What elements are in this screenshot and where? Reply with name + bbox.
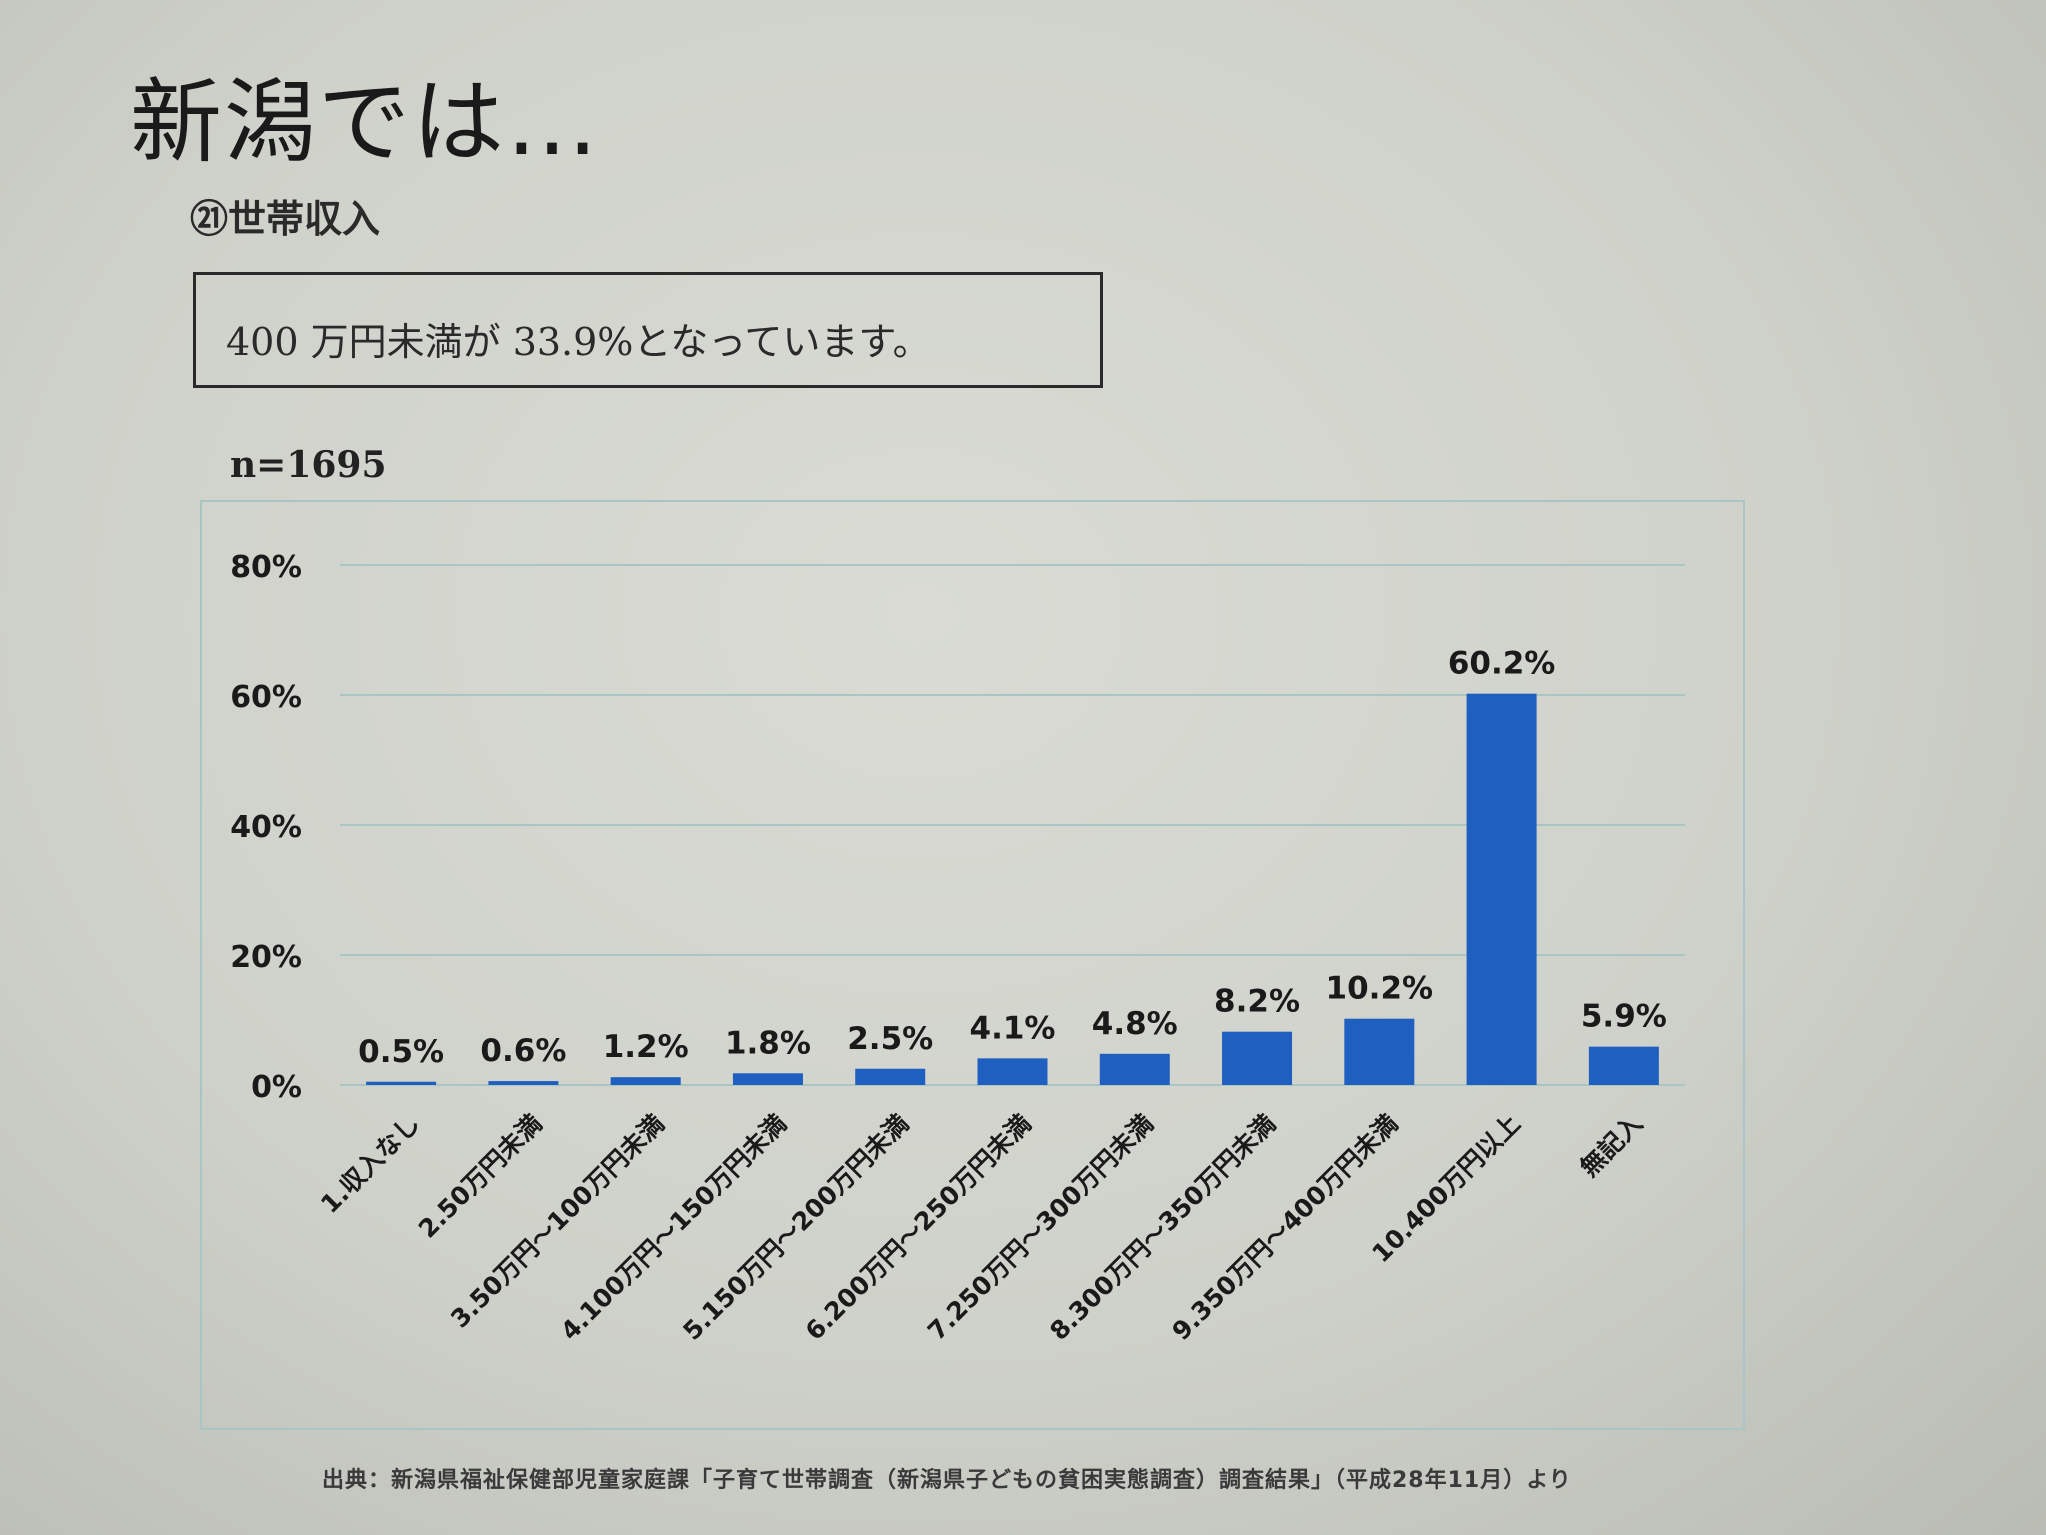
y-tick-label: 80% xyxy=(230,550,302,585)
bar xyxy=(732,1073,803,1085)
category-label: 6.200万円～250万円未満 xyxy=(800,1109,1037,1346)
data-label: 0.6% xyxy=(480,1033,566,1069)
bar xyxy=(1588,1046,1659,1085)
y-tick-label: 60% xyxy=(230,680,302,715)
y-tick-label: 0% xyxy=(251,1070,302,1105)
source-note: 出典：新潟県福祉保健部児童家庭課「子育て世帯調査（新潟県子どもの貧困実態調査）調… xyxy=(322,1468,1572,1493)
data-label: 1.2% xyxy=(603,1029,689,1065)
data-label: 60.2% xyxy=(1448,646,1556,682)
data-label: 10.2% xyxy=(1326,971,1434,1007)
data-label: 4.8% xyxy=(1092,1006,1178,1042)
category-label: 無記入 xyxy=(1575,1109,1649,1183)
bar xyxy=(610,1077,681,1085)
bar xyxy=(1222,1031,1293,1085)
category-label: 8.300万円～350万円未満 xyxy=(1044,1109,1281,1346)
data-label: 1.8% xyxy=(725,1025,811,1061)
data-label: 8.2% xyxy=(1214,984,1300,1020)
bar xyxy=(366,1081,437,1085)
category-label: 4.100万円～150万円未満 xyxy=(555,1109,792,1346)
summary-text: 400 万円未満が 33.9%となっています。 xyxy=(226,320,931,364)
summary-box: 400 万円未満が 33.9%となっています。 xyxy=(193,272,1103,388)
data-label: 4.1% xyxy=(970,1010,1056,1046)
sample-size-label: n=1695 xyxy=(230,444,387,486)
bar xyxy=(977,1058,1048,1085)
data-label: 0.5% xyxy=(358,1034,444,1070)
data-label: 2.5% xyxy=(847,1021,933,1057)
y-tick-label: 40% xyxy=(230,810,302,845)
category-label: 5.150万円～200万円未満 xyxy=(677,1109,914,1346)
bar xyxy=(855,1068,926,1085)
bar xyxy=(1099,1053,1170,1085)
bar xyxy=(1344,1018,1415,1085)
category-label: 3.50万円～100万円未満 xyxy=(445,1109,670,1334)
section-label: ㉑世帯収入 xyxy=(190,197,381,241)
chart-frame xyxy=(200,500,1745,1430)
category-label: 7.250万円～300万円未満 xyxy=(922,1109,1159,1346)
bar xyxy=(488,1081,559,1085)
category-label: 1.収入なし xyxy=(315,1109,425,1219)
category-label: 9.350万円～400万円未満 xyxy=(1166,1109,1403,1346)
data-label: 5.9% xyxy=(1581,999,1667,1035)
category-label: 2.50万円未満 xyxy=(413,1109,548,1244)
slide-title: 新潟では… xyxy=(130,69,601,176)
bar xyxy=(1466,693,1537,1085)
y-tick-label: 20% xyxy=(230,940,302,975)
